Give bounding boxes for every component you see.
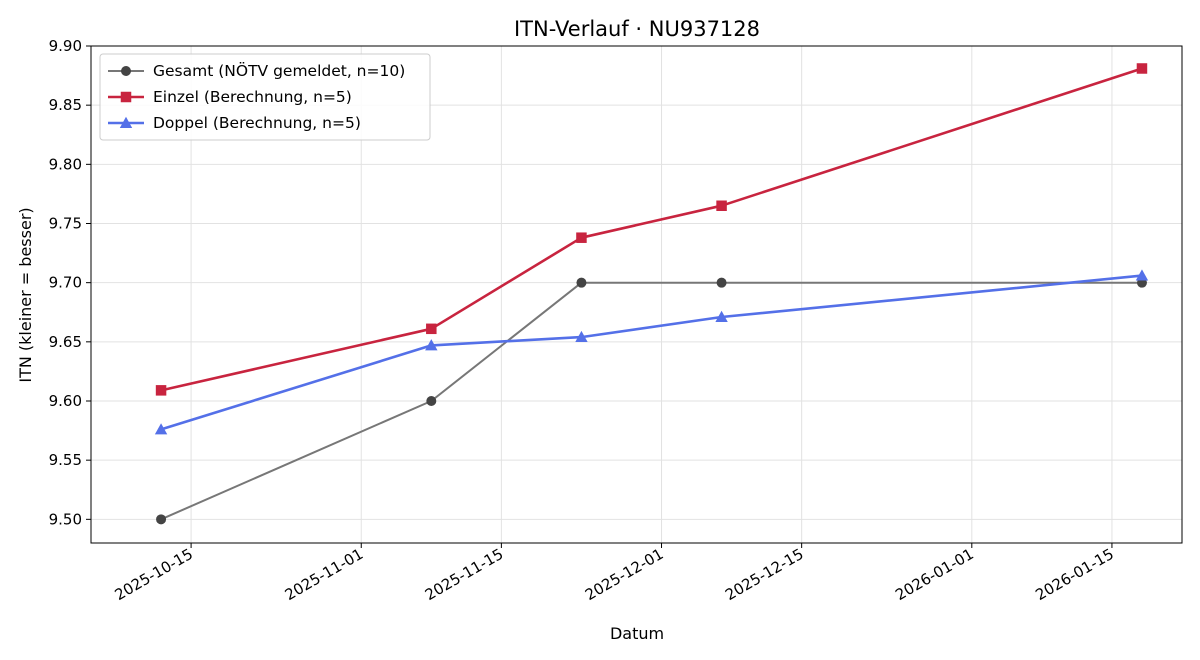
y-axis-label: ITN (kleiner = besser) (16, 207, 35, 382)
x-tick-label: 2025-12-01 (582, 545, 667, 604)
data-point (154, 423, 168, 435)
data-point (575, 330, 588, 343)
y-tick-label: 9.85 (49, 96, 82, 114)
data-point (156, 514, 167, 525)
series-layer (154, 63, 1149, 525)
y-tick-label: 9.90 (49, 37, 82, 55)
x-tick-label: 2025-11-01 (282, 545, 367, 604)
data-point (1136, 63, 1148, 74)
legend-marker (119, 116, 133, 128)
series-line (160, 274, 1143, 431)
legend-marker (120, 91, 132, 103)
data-point (576, 277, 587, 288)
data-point (155, 385, 167, 396)
x-axis-label: Datum (610, 624, 664, 643)
y-tick-label: 9.55 (49, 451, 82, 469)
legend-label: Doppel (Berechnung, n=5) (153, 114, 361, 132)
y-tick-label: 9.75 (49, 215, 82, 233)
data-point (426, 323, 437, 335)
y-tick-label: 9.80 (49, 155, 82, 173)
x-tick-label: 2025-10-15 (112, 545, 197, 604)
y-tick-label: 9.60 (49, 392, 82, 410)
data-point (426, 396, 437, 406)
data-point (716, 200, 727, 211)
y-tick-label: 9.65 (49, 333, 82, 351)
data-point (716, 277, 727, 288)
x-tick-label: 2025-11-15 (422, 545, 507, 604)
legend-label: Gesamt (NÖTV gemeldet, n=10) (153, 61, 405, 80)
chart-title: ITN-Verlauf · NU937128 (514, 17, 760, 41)
legend-label: Einzel (Berechnung, n=5) (153, 88, 352, 106)
y-tick-label: 9.70 (49, 274, 82, 292)
x-tick-label: 2025-12-15 (722, 545, 807, 604)
plot-area-frame (90, 45, 1183, 544)
data-point (576, 232, 587, 243)
legend-box (99, 53, 431, 141)
series-1 (155, 63, 1148, 396)
data-point (425, 339, 438, 351)
data-point (1135, 269, 1149, 281)
y-tick-label: 9.50 (49, 510, 82, 528)
legend-marker (121, 66, 131, 76)
series-2 (154, 269, 1149, 435)
data-point (715, 310, 728, 322)
x-tick-label: 2026-01-01 (892, 545, 977, 604)
x-tick-label: 2026-01-15 (1032, 545, 1117, 604)
legend: Gesamt (NÖTV gemeldet, n=10) Einzel (Bere… (99, 53, 431, 141)
